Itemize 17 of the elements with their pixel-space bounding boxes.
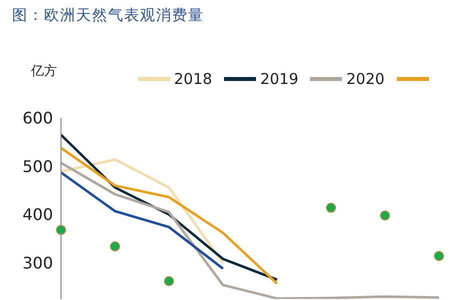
point — [110, 241, 120, 252]
point — [380, 210, 390, 221]
chart-title: 图：欧洲天然气表观消费量 — [12, 6, 204, 25]
point — [434, 251, 444, 262]
legend-label: 2019 — [260, 70, 298, 88]
legend-label: 2020 — [346, 70, 385, 88]
y-tick-label: 300 — [22, 253, 53, 272]
line-series — [60, 162, 440, 299]
y-axis-title: 亿方 — [31, 63, 57, 80]
y-tick-label: 600 — [22, 108, 53, 128]
y-tick-label: 400 — [22, 205, 53, 224]
y-tick-label: 500 — [22, 156, 53, 176]
point — [164, 276, 174, 286]
point — [326, 202, 336, 213]
point — [56, 224, 66, 235]
legend-label: 2018 — [174, 70, 212, 88]
line-series — [60, 171, 224, 270]
